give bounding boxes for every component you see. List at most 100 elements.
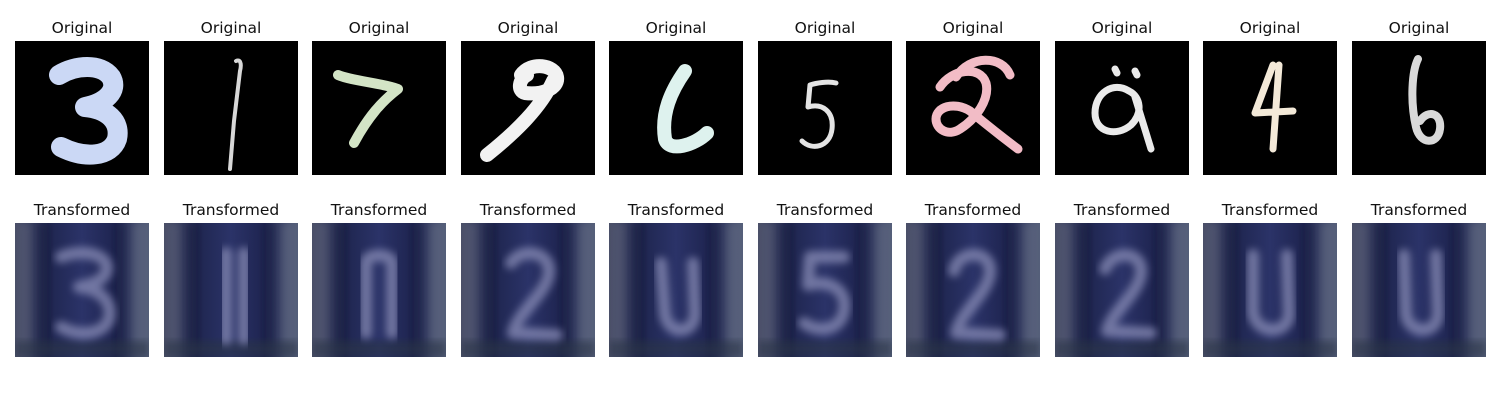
- transformed-panel: [164, 223, 298, 357]
- transformed-image: [609, 223, 743, 357]
- faint-digit-shape: [655, 257, 701, 336]
- faint-digit-shape: [948, 248, 1006, 341]
- original-title: Original: [200, 19, 262, 37]
- digit-stroke: [480, 59, 565, 162]
- noise-streak: [762, 223, 774, 357]
- original-digit-image: [1352, 41, 1486, 175]
- noise-streak: [876, 223, 888, 357]
- transformed-image: [1203, 223, 1337, 357]
- noise-band: [1203, 341, 1337, 357]
- noise-streak: [19, 223, 31, 357]
- faint-digit-shape: [1247, 249, 1295, 336]
- noise-streak: [430, 223, 442, 357]
- transformed-panel: [1055, 223, 1189, 357]
- original-title: Original: [645, 19, 707, 37]
- original-panel: [312, 41, 446, 175]
- transformed-title: Transformed: [330, 201, 428, 219]
- digit-stroke: [1251, 61, 1297, 153]
- digit-stroke: [931, 55, 1023, 154]
- noise-streak: [133, 223, 145, 357]
- noise-streak: [282, 223, 294, 357]
- transformed-image: [312, 223, 446, 357]
- digit-stroke: [657, 64, 714, 154]
- transformed-panel: [15, 223, 149, 357]
- transformed-title: Transformed: [1370, 201, 1468, 219]
- transformed-title: Transformed: [627, 201, 725, 219]
- noise-streak: [782, 223, 794, 357]
- digit-stroke: [333, 70, 403, 148]
- noise-streak: [1321, 223, 1333, 357]
- original-panel: [164, 41, 298, 175]
- transformed-title: Transformed: [776, 201, 874, 219]
- noise-streak: [1153, 223, 1165, 357]
- original-title: Original: [1388, 19, 1450, 37]
- original-panel: [1352, 41, 1486, 175]
- original-digit-image: [312, 41, 446, 175]
- faint-digit-shape: [1398, 249, 1444, 336]
- original-digit-image: [758, 41, 892, 175]
- original-panel: [758, 41, 892, 175]
- noise-streak: [1356, 223, 1368, 357]
- faint-digit-shape: [220, 247, 250, 345]
- noise-streak: [613, 223, 625, 357]
- original-panel: [906, 41, 1040, 175]
- original-digit-image: [609, 41, 743, 175]
- original-panel: [609, 41, 743, 175]
- faint-digit-shape: [55, 246, 116, 340]
- transformed-image: [1352, 223, 1486, 357]
- original-title: Original: [794, 19, 856, 37]
- image-background: [312, 223, 446, 357]
- transformed-image: [461, 223, 595, 357]
- noise-streak: [1376, 223, 1388, 357]
- transformed-title: Transformed: [924, 201, 1022, 219]
- noise-streak: [1470, 223, 1482, 357]
- noise-streak: [262, 223, 274, 357]
- original-digit-image: [906, 41, 1040, 175]
- noise-band: [906, 341, 1040, 357]
- transformed-image: [758, 223, 892, 357]
- noise-streak: [188, 223, 200, 357]
- noise-streak: [168, 223, 180, 357]
- image-background: [1203, 223, 1337, 357]
- original-digit-image: [164, 41, 298, 175]
- digit-stroke: [49, 57, 128, 165]
- transformed-image: [1055, 223, 1189, 357]
- noise-streak: [856, 223, 868, 357]
- noise-band: [758, 341, 892, 357]
- noise-streak: [316, 223, 328, 357]
- transformed-panel: [312, 223, 446, 357]
- original-digit-image: [15, 41, 149, 175]
- noise-band: [461, 341, 595, 357]
- noise-streak: [1450, 223, 1462, 357]
- image-background: [609, 41, 743, 175]
- noise-streak: [633, 223, 645, 357]
- faint-digit-shape: [505, 247, 563, 341]
- faint-digit-shape: [1099, 249, 1157, 339]
- noise-streak: [410, 223, 422, 357]
- transformed-panel: [609, 223, 743, 357]
- image-background: [1055, 41, 1189, 175]
- noise-streak: [930, 223, 942, 357]
- original-digit-image: [1055, 41, 1189, 175]
- original-panel: [15, 41, 149, 175]
- noise-streak: [485, 223, 497, 357]
- original-digit-image: [461, 41, 595, 175]
- transformed-title: Transformed: [33, 201, 131, 219]
- transformed-image: [164, 223, 298, 357]
- noise-streak: [1207, 223, 1219, 357]
- noise-band: [312, 341, 446, 357]
- noise-band: [15, 341, 149, 357]
- transformed-title: Transformed: [1221, 201, 1319, 219]
- noise-streak: [336, 223, 348, 357]
- digit-stroke: [799, 79, 839, 149]
- noise-streak: [39, 223, 51, 357]
- noise-streak: [1004, 223, 1016, 357]
- original-panel: [1055, 41, 1189, 175]
- noise-streak: [113, 223, 125, 357]
- transformed-panel: [461, 223, 595, 357]
- noise-streak: [559, 223, 571, 357]
- digit-stroke: [1408, 55, 1445, 145]
- noise-streak: [465, 223, 477, 357]
- image-background: [1203, 41, 1337, 175]
- noise-band: [1055, 341, 1189, 357]
